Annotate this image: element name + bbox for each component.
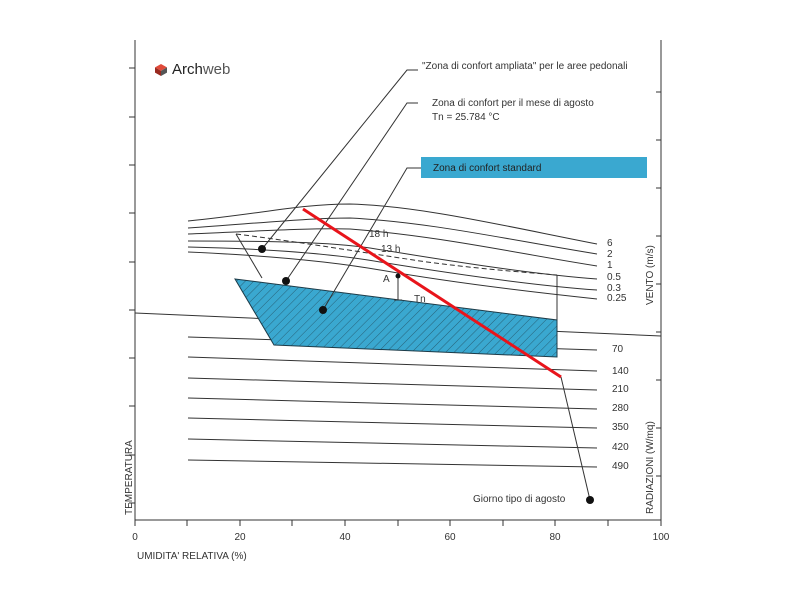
- cube-logo-icon: [155, 63, 167, 76]
- brand-name: Archweb: [172, 61, 231, 78]
- wind-value-2: 2: [607, 249, 613, 260]
- left-axis-label: TEMPERATURA: [124, 440, 135, 515]
- extended-zone-dot: [258, 245, 266, 253]
- standard-zone-label: Zona di confort standard: [433, 163, 542, 174]
- right-axis-ticks: [656, 91, 661, 477]
- radiation-value-210: 210: [612, 384, 629, 395]
- x-tick-100: 100: [652, 532, 670, 543]
- radiation-value-420: 420: [612, 442, 629, 453]
- wind-value-0-3: 0.3: [607, 283, 621, 294]
- august-zone-tn-label: Tn = 25.784 °C: [432, 112, 500, 123]
- standard-zone-dot: [319, 306, 327, 314]
- typical-day-line: [302, 207, 562, 379]
- wind-curves: [187, 203, 598, 300]
- hour-13-label: 13 h: [381, 244, 401, 255]
- radiation-value-70: 70: [612, 344, 624, 355]
- wind-value-0-5: 0.5: [607, 272, 621, 283]
- august-zone-label: Zona di confort per il mese di agosto: [432, 98, 594, 109]
- radiation-axis-label: RADIAZIONI (W/mq): [645, 421, 656, 514]
- august-zone-dot: [282, 277, 290, 285]
- left-axis-ticks: [129, 67, 135, 504]
- a-tn-marker: [394, 276, 402, 301]
- wind-axis-label: VENTO (m/s): [645, 245, 656, 305]
- archweb-logo: Archweb: [155, 61, 230, 78]
- typical-day-dot: [586, 496, 594, 504]
- radiation-value-350: 350: [612, 422, 629, 433]
- standard-zone-label-box: Zona di confort standard: [421, 157, 647, 178]
- point-a-label: A: [383, 274, 390, 285]
- wind-value-6: 6: [607, 238, 613, 249]
- extended-zone-label: "Zona di confort ampliata" per le aree p…: [422, 61, 628, 72]
- x-tick-0: 0: [132, 532, 138, 543]
- x-axis-ticks: [134, 520, 662, 526]
- x-tick-20: 20: [234, 532, 246, 543]
- x-tick-40: 40: [339, 532, 351, 543]
- x-tick-60: 60: [444, 532, 456, 543]
- comfort-zone-hatch: [235, 279, 557, 357]
- x-axis-label: UMIDITA' RELATIVA (%): [137, 551, 247, 562]
- extended-comfort-zone: [235, 233, 558, 322]
- radiation-value-140: 140: [612, 366, 629, 377]
- radiation-value-280: 280: [612, 403, 629, 414]
- wind-value-0-25: 0.25: [607, 293, 627, 304]
- point-a-dot: [395, 273, 401, 279]
- callout-lines: [261, 69, 591, 501]
- radiation-value-490: 490: [612, 461, 629, 472]
- wind-value-1: 1: [607, 260, 613, 271]
- hour-18-label: 18 h: [369, 229, 389, 240]
- point-tn-label: Tn: [414, 294, 426, 305]
- x-tick-80: 80: [549, 532, 561, 543]
- typical-day-label: Giorno tipo di agosto: [473, 494, 566, 505]
